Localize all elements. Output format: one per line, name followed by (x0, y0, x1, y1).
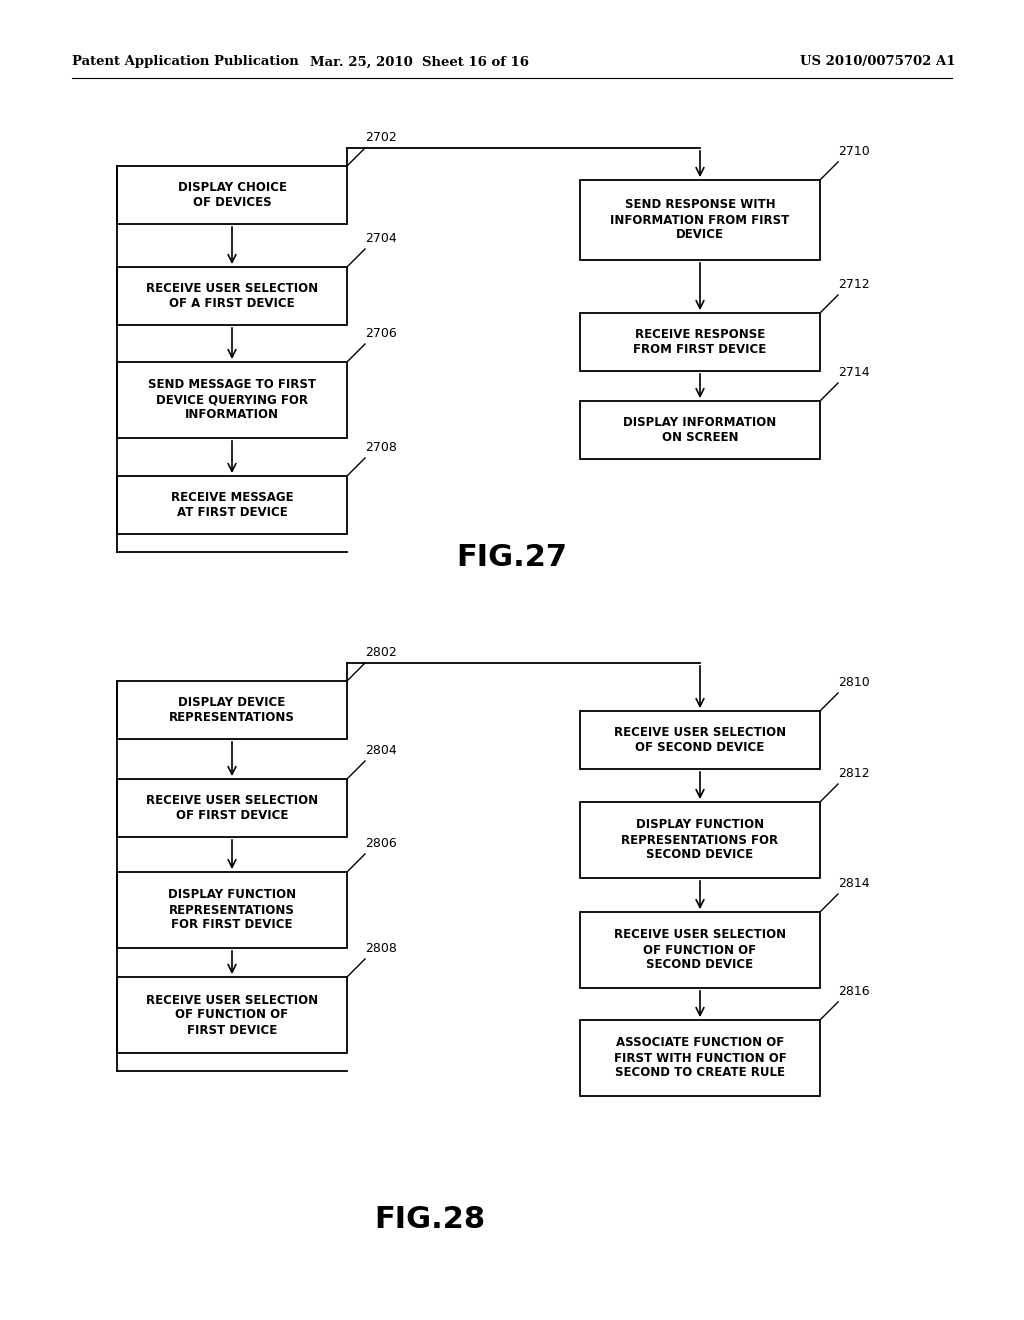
Bar (117, 779, 347, 837)
Bar (580, 912, 820, 987)
Text: SEND RESPONSE WITH
INFORMATION FROM FIRST
DEVICE: SEND RESPONSE WITH INFORMATION FROM FIRS… (610, 198, 790, 242)
Bar (580, 180, 820, 260)
Bar (117, 477, 347, 535)
Bar (117, 362, 347, 438)
Text: US 2010/0075702 A1: US 2010/0075702 A1 (800, 55, 955, 69)
Text: 2708: 2708 (365, 441, 397, 454)
Bar (580, 803, 820, 878)
Text: DISPLAY FUNCTION
REPRESENTATIONS
FOR FIRST DEVICE: DISPLAY FUNCTION REPRESENTATIONS FOR FIR… (168, 888, 296, 932)
Text: DISPLAY INFORMATION
ON SCREEN: DISPLAY INFORMATION ON SCREEN (624, 416, 776, 444)
Text: DISPLAY DEVICE
REPRESENTATIONS: DISPLAY DEVICE REPRESENTATIONS (169, 696, 295, 723)
Bar (580, 1020, 820, 1096)
Bar (117, 267, 347, 325)
Text: RECEIVE USER SELECTION
OF A FIRST DEVICE: RECEIVE USER SELECTION OF A FIRST DEVICE (146, 282, 318, 310)
Text: RECEIVE MESSAGE
AT FIRST DEVICE: RECEIVE MESSAGE AT FIRST DEVICE (171, 491, 293, 519)
Text: 2814: 2814 (838, 876, 869, 890)
Text: 2816: 2816 (838, 985, 869, 998)
Text: 2710: 2710 (838, 145, 869, 158)
Text: 2702: 2702 (365, 131, 396, 144)
Text: 2806: 2806 (365, 837, 396, 850)
Text: 2704: 2704 (365, 232, 396, 246)
Text: 2804: 2804 (365, 744, 396, 756)
Text: FIG.27: FIG.27 (457, 544, 567, 573)
Bar (117, 681, 347, 739)
Text: 2714: 2714 (838, 366, 869, 379)
Text: 2706: 2706 (365, 327, 396, 341)
Text: 2808: 2808 (365, 942, 397, 954)
Bar (580, 401, 820, 459)
Text: Patent Application Publication: Patent Application Publication (72, 55, 299, 69)
Text: RECEIVE USER SELECTION
OF FIRST DEVICE: RECEIVE USER SELECTION OF FIRST DEVICE (146, 795, 318, 822)
Text: DISPLAY FUNCTION
REPRESENTATIONS FOR
SECOND DEVICE: DISPLAY FUNCTION REPRESENTATIONS FOR SEC… (622, 818, 778, 862)
Text: Mar. 25, 2010  Sheet 16 of 16: Mar. 25, 2010 Sheet 16 of 16 (310, 55, 529, 69)
Bar (117, 977, 347, 1053)
Text: 2812: 2812 (838, 767, 869, 780)
Text: 2712: 2712 (838, 279, 869, 290)
Text: RECEIVE RESPONSE
FROM FIRST DEVICE: RECEIVE RESPONSE FROM FIRST DEVICE (634, 327, 767, 356)
Text: ASSOCIATE FUNCTION OF
FIRST WITH FUNCTION OF
SECOND TO CREATE RULE: ASSOCIATE FUNCTION OF FIRST WITH FUNCTIO… (613, 1036, 786, 1080)
Bar (580, 711, 820, 770)
Text: 2810: 2810 (838, 676, 869, 689)
Text: RECEIVE USER SELECTION
OF SECOND DEVICE: RECEIVE USER SELECTION OF SECOND DEVICE (614, 726, 786, 754)
Bar (117, 873, 347, 948)
Bar (117, 166, 347, 224)
Text: 2802: 2802 (365, 645, 396, 659)
Text: DISPLAY CHOICE
OF DEVICES: DISPLAY CHOICE OF DEVICES (177, 181, 287, 209)
Bar (580, 313, 820, 371)
Text: RECEIVE USER SELECTION
OF FUNCTION OF
SECOND DEVICE: RECEIVE USER SELECTION OF FUNCTION OF SE… (614, 928, 786, 972)
Text: SEND MESSAGE TO FIRST
DEVICE QUERYING FOR
INFORMATION: SEND MESSAGE TO FIRST DEVICE QUERYING FO… (148, 379, 316, 421)
Text: FIG.28: FIG.28 (375, 1205, 485, 1234)
Text: RECEIVE USER SELECTION
OF FUNCTION OF
FIRST DEVICE: RECEIVE USER SELECTION OF FUNCTION OF FI… (146, 994, 318, 1036)
